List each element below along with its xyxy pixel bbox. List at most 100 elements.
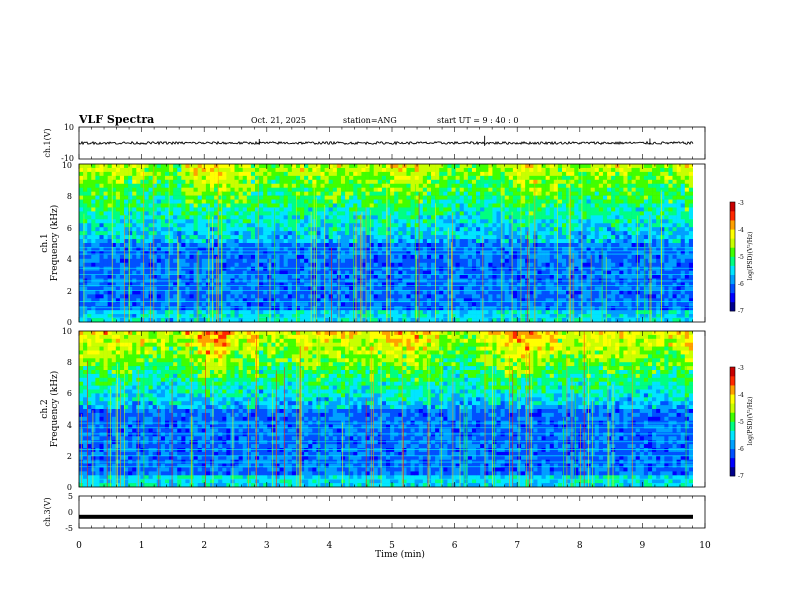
spectrogram-cell	[320, 199, 325, 204]
spectrogram-cell	[87, 246, 92, 252]
spectrogram-cell	[451, 219, 456, 224]
spectrogram-cell	[525, 223, 530, 228]
spectrogram-cell	[300, 246, 305, 252]
spectrogram-cell	[394, 310, 399, 315]
spectrogram-cell	[516, 302, 522, 307]
spectrogram-cell	[222, 187, 227, 192]
spectrogram-cell	[263, 243, 268, 248]
spectrogram-cell	[99, 298, 104, 303]
spectrogram-cell	[574, 286, 579, 291]
spectrogram-cell	[238, 270, 244, 275]
spectrogram-cell	[340, 243, 346, 248]
spectrogram-cell	[156, 191, 162, 196]
spectrogram-cell	[566, 290, 571, 295]
spectrogram-cell	[291, 298, 297, 303]
spectrogram-cell	[369, 274, 375, 279]
spectrogram-cell	[545, 258, 551, 264]
spectrogram-cell	[238, 183, 244, 188]
spectrogram-cell	[463, 219, 469, 224]
spectrogram-cell	[136, 294, 141, 299]
spectrogram-cell	[476, 310, 481, 315]
spectrogram-cell	[136, 239, 141, 244]
spectrogram-cell	[488, 203, 493, 208]
spectrogram-cell	[402, 254, 407, 260]
spectrogram-cell	[230, 286, 235, 291]
spectrogram-cell	[189, 274, 194, 279]
spectrogram-cell	[426, 294, 432, 299]
spectrogram-cell	[259, 175, 264, 181]
spectrogram-cell	[300, 235, 305, 240]
spectrogram-cell	[435, 250, 440, 256]
spectrogram-cell	[279, 314, 284, 319]
spectrogram-cell	[467, 294, 473, 299]
spectrogram-cell	[177, 175, 182, 181]
spectrogram-cell	[115, 171, 121, 177]
spectrogram-cell	[525, 183, 530, 188]
spectrogram-cell	[504, 223, 510, 228]
spectrogram-cell	[545, 250, 551, 256]
spectrogram-cell	[226, 195, 231, 200]
spectrogram-cell	[504, 195, 510, 200]
spectrogram-cell	[455, 235, 460, 240]
spectrogram-cell	[340, 294, 346, 299]
spectrogram-cell	[349, 310, 354, 315]
spectrogram-cell	[238, 290, 244, 295]
spectrogram-cell	[508, 282, 514, 287]
spectrogram-cell	[377, 294, 383, 299]
spectrogram-cell	[549, 318, 555, 323]
spectrogram-cell	[398, 223, 403, 228]
spectrogram-cell	[320, 227, 325, 232]
spectrogram-cell	[349, 199, 354, 204]
spectrogram-cell	[557, 314, 563, 319]
spectrogram-cell	[99, 270, 104, 275]
spectrogram-cell	[512, 239, 518, 244]
spectrogram-cell	[414, 235, 420, 240]
spectrogram-cell	[516, 207, 522, 212]
spectrogram-cell	[246, 215, 252, 220]
spectrogram-cell	[553, 167, 559, 173]
spectrogram-cell	[107, 286, 113, 291]
spectrogram-cell	[91, 310, 96, 315]
spectrogram-cell	[136, 266, 141, 271]
spectrogram-cell	[324, 215, 329, 220]
spectrogram-cell	[476, 306, 481, 311]
spectrogram-cell	[566, 211, 571, 216]
spectrogram-cell	[193, 223, 198, 228]
spectrogram-cell	[119, 310, 125, 315]
spectrogram-cell	[541, 250, 546, 256]
spectrogram-cell	[570, 239, 575, 244]
spectrogram-cell	[83, 211, 88, 216]
spectrogram-cell	[398, 231, 403, 236]
spectrogram-cell	[357, 231, 362, 236]
spectrogram-cell	[173, 235, 178, 240]
spectrogram-cell	[152, 239, 158, 244]
spectrogram-cell	[234, 179, 239, 185]
spectrogram-cell	[160, 243, 166, 248]
spectrogram-cell	[410, 227, 415, 232]
spectrogram-cell	[439, 215, 444, 220]
spectrogram-cell	[361, 219, 366, 224]
spectrogram-cell	[259, 215, 264, 220]
spectrogram-cell	[164, 227, 170, 232]
spectrogram-cell	[156, 231, 162, 236]
spectrogram-cell	[304, 258, 309, 264]
spectrogram-cell	[181, 262, 186, 267]
spectrogram-cell	[312, 167, 317, 173]
spectrogram-cell	[521, 239, 526, 244]
spectrogram-cell	[443, 187, 448, 192]
spectrogram-cell	[332, 258, 338, 264]
spectrogram-cell	[181, 199, 186, 204]
spectrogram-cell	[492, 191, 497, 196]
spectrogram-cell	[390, 215, 395, 220]
spectrogram-cell	[263, 298, 268, 303]
spectrogram-cell	[386, 318, 391, 323]
spectrogram-cell	[83, 231, 88, 236]
spectrogram-cell	[406, 306, 411, 311]
spectrogram-cell	[549, 223, 555, 228]
spectrogram-cell	[140, 302, 145, 307]
spectrogram-cell	[516, 239, 522, 244]
spectrogram-cell	[263, 266, 268, 271]
spectrogram-cell	[537, 195, 542, 200]
spectrogram-cell	[222, 164, 227, 169]
spectrogram-cell	[246, 270, 252, 275]
